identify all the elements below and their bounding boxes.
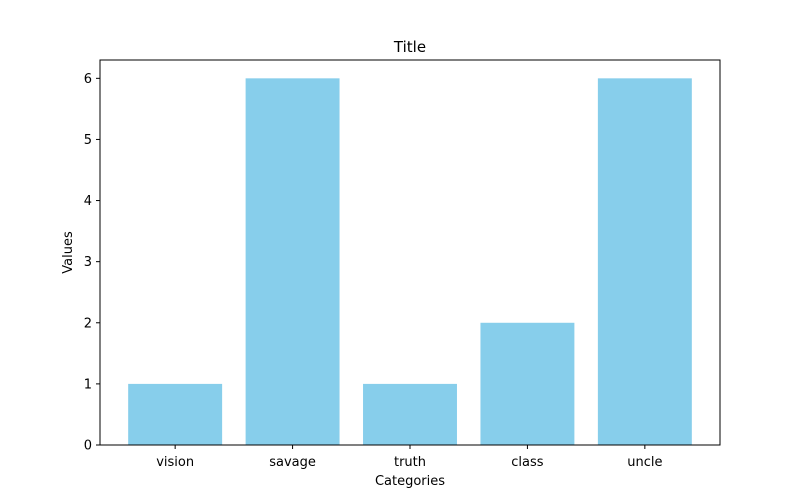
y-tick-label: 1	[84, 377, 92, 392]
y-tick-label: 0	[84, 439, 92, 454]
bar-class	[480, 322, 575, 445]
bars-group	[128, 78, 692, 445]
x-tick-label: truth	[394, 455, 426, 470]
bar-vision	[128, 383, 223, 445]
y-tick-label: 5	[84, 133, 92, 148]
x-tick-label: uncle	[627, 455, 662, 470]
x-tick-label: class	[511, 455, 543, 470]
chart-title: Title	[393, 38, 426, 56]
x-axis: vision savage truth class uncle	[156, 445, 662, 470]
x-tick-label: vision	[156, 455, 194, 470]
x-tick-label: savage	[269, 455, 316, 470]
x-axis-label: Categories	[375, 474, 445, 489]
y-tick-label: 3	[84, 255, 92, 270]
bar-truth	[363, 383, 457, 445]
y-axis-label: Values	[61, 231, 76, 274]
y-tick-label: 2	[84, 316, 92, 331]
y-tick-label: 6	[84, 72, 92, 87]
plot-frame	[99, 59, 721, 446]
bar-savage	[245, 78, 340, 445]
y-tick-label: 4	[84, 194, 92, 209]
y-axis: 0 1 2 3 4 5 6	[84, 72, 100, 454]
bar-uncle	[597, 78, 692, 445]
